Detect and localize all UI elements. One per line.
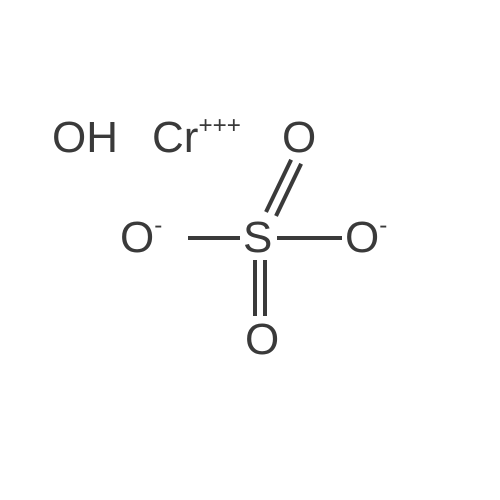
- atom-Cr: Cr+++: [152, 116, 241, 160]
- atom-OH: OH: [52, 116, 118, 160]
- chemical-structure: OH Cr+++ O O- S O- O: [0, 0, 500, 500]
- atom-O_right: O-: [345, 216, 387, 260]
- bond: [277, 236, 342, 240]
- atom-O_top: O: [282, 116, 316, 160]
- bond: [188, 236, 240, 240]
- bond: [263, 260, 267, 316]
- atom-O_bot: O: [245, 318, 279, 362]
- atom-O_left: O-: [120, 216, 162, 260]
- atom-S: S: [243, 216, 272, 260]
- bond: [253, 260, 257, 316]
